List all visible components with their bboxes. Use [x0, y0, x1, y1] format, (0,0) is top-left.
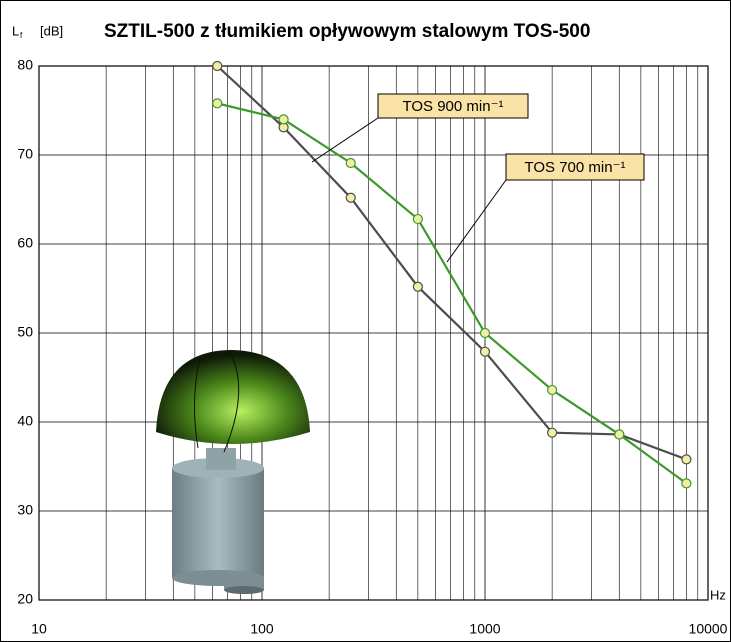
y-tick-label: 30: [17, 502, 33, 518]
chart: L f [dB] SZTIL-500 z tłumikiem opływowym…: [0, 0, 731, 642]
x-tick-label: 1000: [469, 621, 500, 637]
marker: [548, 385, 557, 394]
x-tick-label: 100: [250, 621, 274, 637]
marker: [413, 215, 422, 224]
x-label: Hz: [710, 587, 726, 602]
marker: [279, 115, 288, 124]
y-tick-label: 20: [17, 591, 33, 607]
marker: [481, 347, 490, 356]
marker: [481, 329, 490, 338]
chart-title: SZTIL-500 z tłumikiem opływowym stalowym…: [104, 21, 590, 42]
marker: [346, 193, 355, 202]
x-tick-label: 10: [31, 621, 47, 637]
y-label-unit: [dB]: [40, 23, 63, 38]
y-tick-label: 70: [17, 146, 33, 162]
legend-label: TOS 700 min⁻¹: [524, 159, 625, 176]
y-label-symbol: L: [12, 23, 19, 38]
x-tick-label: 10000: [689, 621, 728, 637]
marker: [413, 282, 422, 291]
marker: [682, 479, 691, 488]
marker: [548, 428, 557, 437]
y-tick-label: 60: [17, 235, 33, 251]
marker: [615, 430, 624, 439]
marker: [213, 99, 222, 108]
marker: [682, 455, 691, 464]
marker: [213, 62, 222, 71]
legend-label: TOS 900 min⁻¹: [402, 98, 503, 115]
y-tick-label: 80: [17, 57, 33, 73]
marker: [346, 159, 355, 168]
frame: [1, 1, 731, 642]
y-tick-label: 50: [17, 324, 33, 340]
y-tick-label: 40: [17, 413, 33, 429]
